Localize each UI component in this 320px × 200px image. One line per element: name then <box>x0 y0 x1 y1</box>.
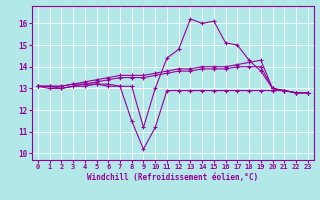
X-axis label: Windchill (Refroidissement éolien,°C): Windchill (Refroidissement éolien,°C) <box>87 173 258 182</box>
